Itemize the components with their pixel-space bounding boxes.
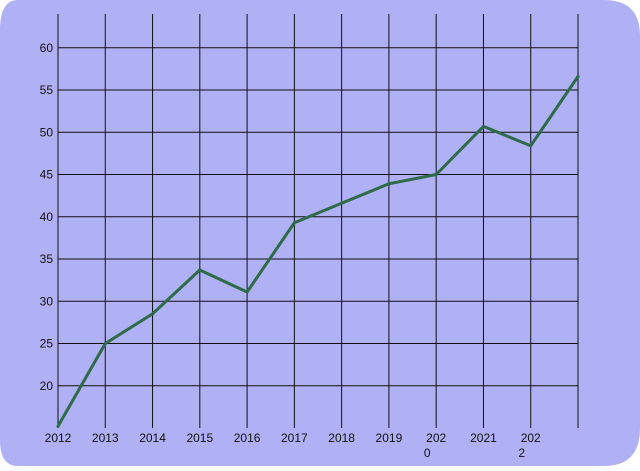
x-tick-label: 2013 <box>92 431 119 445</box>
x-axis-tick-labels: 2012 2013 2014 2015 2016 2017 2018 2019 202 0 2021… <box>45 431 541 460</box>
data-point <box>198 268 202 272</box>
y-tick-label: 20 <box>40 379 54 393</box>
y-tick-label: 25 <box>40 337 54 351</box>
series-line <box>56 75 580 428</box>
y-tick-label: 55 <box>40 83 54 97</box>
data-point <box>151 312 155 316</box>
y-tick-label: 30 <box>40 294 54 308</box>
y-tick-label: 35 <box>40 252 54 266</box>
data-point <box>481 124 485 128</box>
y-tick-label: 60 <box>40 41 54 55</box>
y-tick-label: 50 <box>40 125 54 139</box>
series-layer <box>56 75 580 428</box>
data-point <box>529 144 533 148</box>
grid <box>57 14 579 428</box>
data-point <box>56 424 60 428</box>
x-tick-label: 2018 <box>328 431 355 445</box>
data-point <box>292 221 296 225</box>
data-point <box>387 182 391 186</box>
x-tick-label: 2016 <box>234 431 261 445</box>
data-point <box>340 201 344 205</box>
y-axis-tick-labels: 20 25 30 35 40 45 50 55 60 <box>40 41 54 393</box>
x-tick-label: 2014 <box>139 431 166 445</box>
data-point <box>434 173 438 177</box>
data-point <box>103 342 107 346</box>
x-tick-label: 202 0 <box>424 431 447 460</box>
x-tick-label: 2015 <box>186 431 213 445</box>
y-tick-label: 40 <box>40 210 54 224</box>
x-tick-label: 2012 <box>45 431 72 445</box>
data-points <box>56 75 580 428</box>
x-tick-label: 2019 <box>376 431 403 445</box>
x-tick-label: 2021 <box>470 431 497 445</box>
data-point <box>576 75 580 79</box>
x-tick-label: 2017 <box>281 431 308 445</box>
y-tick-label: 45 <box>40 168 54 182</box>
x-tick-label: 202 2 <box>518 431 541 460</box>
data-point <box>245 290 249 294</box>
